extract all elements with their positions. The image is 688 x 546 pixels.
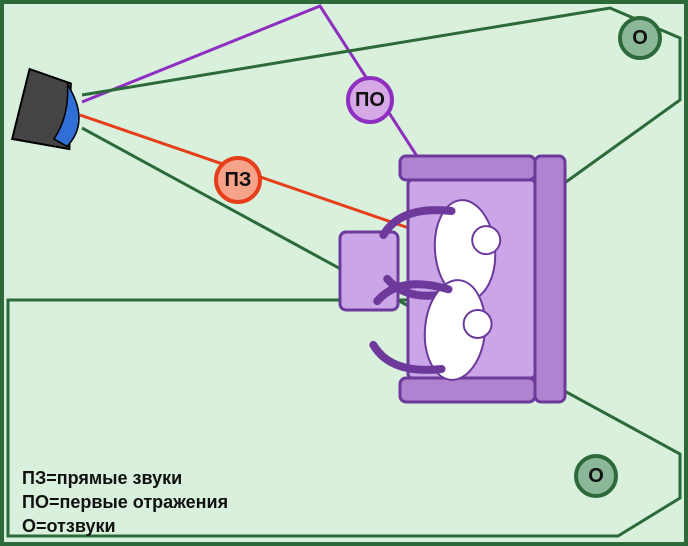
badge-PZ: ПЗ	[216, 158, 260, 202]
badge-label-PZ: ПЗ	[225, 169, 252, 191]
badge-O2: О	[576, 456, 616, 496]
ottoman	[340, 232, 398, 310]
legend-line-2: О=отзвуки	[22, 514, 228, 538]
badge-O1: О	[620, 18, 660, 58]
badge-PO: ПО	[348, 78, 392, 122]
badge-label-PO: ПО	[355, 89, 385, 111]
badge-label-O1: О	[632, 27, 648, 49]
legend-line-1: ПО=первые отражения	[22, 490, 228, 514]
legend-line-0: ПЗ=прямые звуки	[22, 466, 228, 490]
badge-label-O2: О	[588, 465, 604, 487]
